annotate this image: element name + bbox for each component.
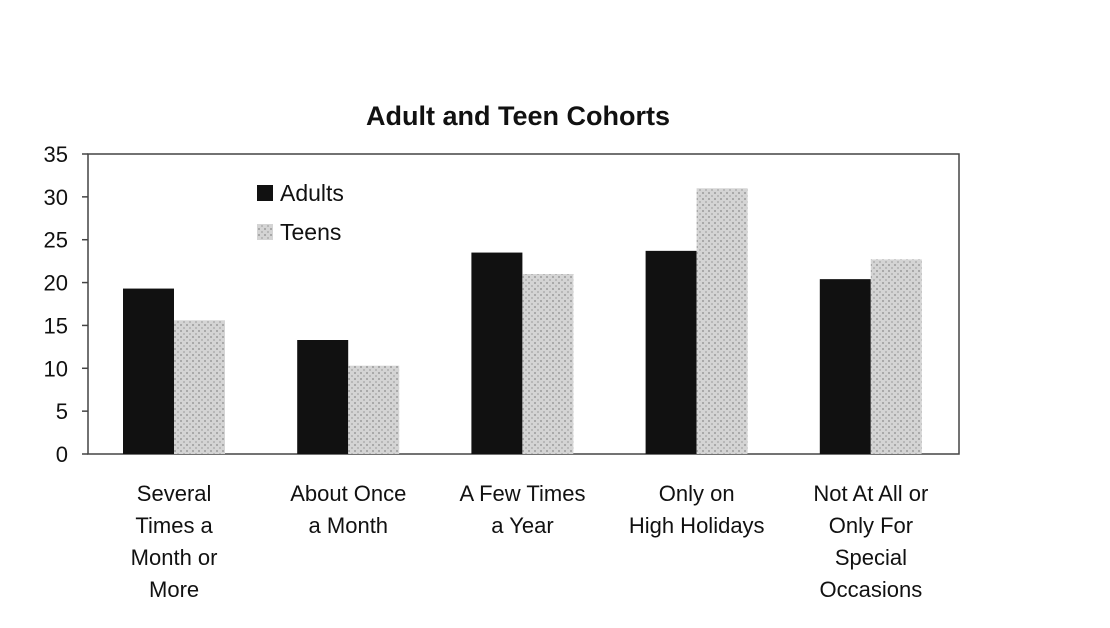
bar-teens (522, 274, 574, 454)
chart-title: Adult and Teen Cohorts (366, 101, 670, 131)
bar-teens (174, 320, 225, 454)
y-axis: 0 5 10 15 20 25 30 35 (44, 142, 88, 467)
bar-adults (123, 288, 174, 454)
x-category-label: About Once a Month (290, 481, 406, 538)
x-category-label: Not At All or Only For Special Occasions (813, 481, 928, 602)
legend-swatch-adults (257, 185, 273, 201)
x-category-label: Several Times a Month or More (131, 481, 218, 602)
bar-adults (819, 279, 871, 454)
y-tick-label: 30 (44, 185, 68, 210)
bar-teens (696, 188, 748, 455)
y-tick-label: 20 (44, 271, 68, 296)
bar-adults (471, 252, 523, 454)
y-tick-label: 15 (44, 313, 68, 338)
legend-label-adults: Adults (280, 180, 344, 206)
bars (123, 188, 922, 455)
y-tick-label: 35 (44, 142, 68, 167)
legend: Adults Teens (257, 180, 344, 245)
y-tick-label: 10 (44, 356, 68, 381)
y-tick-label: 25 (44, 228, 68, 253)
y-tick-label: 5 (56, 399, 68, 424)
bar-adults (645, 250, 697, 454)
legend-label-teens: Teens (280, 219, 341, 245)
x-category-label: Only on High Holidays (629, 481, 765, 538)
bar-teens (870, 259, 922, 454)
legend-swatch-teens (257, 224, 273, 240)
y-tick-label: 0 (56, 442, 68, 467)
x-axis: Several Times a Month or More About Once a Mo… (131, 481, 929, 602)
x-category-label: A Few Times a Year (460, 481, 586, 538)
bar-adults (297, 340, 349, 454)
bar-teens (348, 365, 400, 454)
